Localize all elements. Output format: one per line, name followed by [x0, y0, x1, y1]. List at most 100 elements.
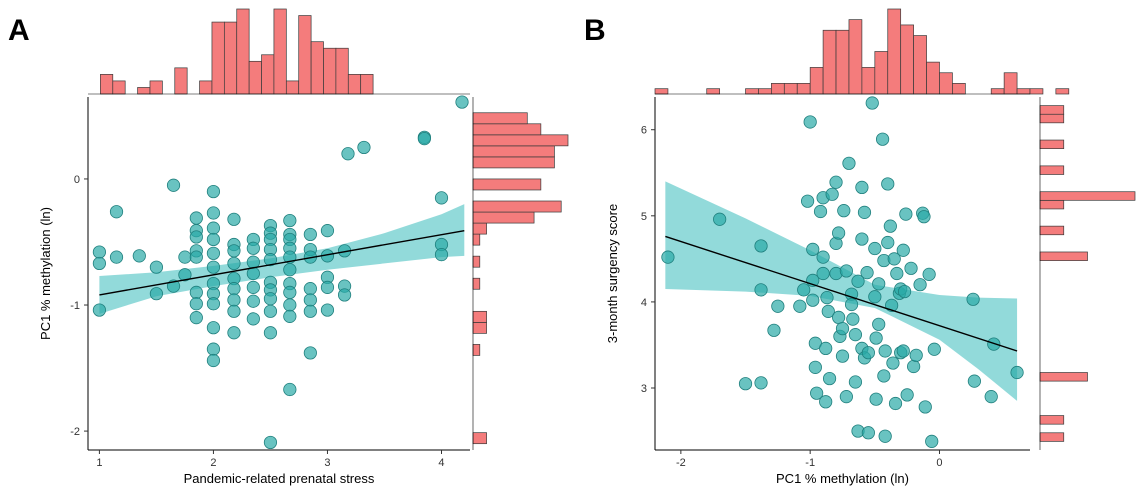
- top-histogram-bar: [223, 21, 238, 95]
- data-point: [149, 260, 164, 274]
- top-histogram-bar: [1055, 88, 1070, 95]
- data-point: [246, 241, 260, 255]
- data-point: [189, 250, 203, 264]
- top-histogram-bar: [861, 67, 876, 95]
- data-point: [857, 205, 872, 219]
- data-point: [925, 434, 939, 448]
- top-histogram-bar: [900, 24, 914, 95]
- data-point: [835, 349, 850, 363]
- right-histogram-bar: [472, 310, 487, 323]
- y-tick-label: 4: [641, 297, 647, 309]
- right-histogram-bar: [472, 112, 528, 125]
- data-point: [803, 115, 817, 129]
- right-histogram-bar: [472, 178, 542, 191]
- x-tick-label: 4: [438, 457, 444, 469]
- right-histogram-bar: [1039, 251, 1088, 261]
- data-point: [868, 241, 882, 256]
- top-histogram-bar: [809, 67, 824, 95]
- top-histogram-bar: [112, 80, 126, 95]
- data-point: [899, 207, 913, 221]
- top-histogram-bar: [654, 88, 669, 95]
- data-point: [206, 246, 221, 260]
- y-tick-label: 0: [74, 174, 80, 186]
- top-histogram-bar: [874, 51, 889, 95]
- right-histogram-bar: [1039, 372, 1088, 382]
- top-histogram-bar: [1003, 72, 1018, 95]
- data-point: [865, 96, 879, 110]
- x-axis-title: Pandemic-related prenatal stress: [184, 471, 375, 486]
- data-point: [839, 390, 853, 404]
- data-point: [897, 284, 912, 299]
- data-point: [206, 353, 221, 368]
- data-point: [303, 346, 317, 360]
- data-point: [890, 266, 904, 281]
- data-point: [767, 323, 781, 337]
- data-point: [816, 250, 830, 264]
- data-point: [92, 245, 107, 259]
- data-point: [835, 322, 850, 336]
- right-histogram-bar: [472, 322, 487, 334]
- data-point: [869, 392, 883, 406]
- data-point: [806, 242, 820, 256]
- right-histogram-bar: [472, 432, 487, 445]
- data-point: [263, 304, 278, 318]
- top-histogram-bar: [835, 29, 850, 95]
- right-histogram-bar: [472, 211, 535, 224]
- data-point: [872, 317, 886, 331]
- data-point: [227, 256, 241, 271]
- data-point: [713, 212, 727, 226]
- data-point: [132, 249, 146, 263]
- right-histogram-bar: [472, 277, 481, 290]
- data-point: [846, 312, 860, 326]
- top-histogram-bar: [887, 8, 902, 95]
- data-point: [881, 235, 895, 250]
- data-point: [227, 293, 241, 307]
- top-histogram-bar: [323, 47, 337, 95]
- x-tick-label: 2: [210, 457, 216, 469]
- data-point: [825, 187, 839, 201]
- data-point: [917, 210, 931, 224]
- data-point: [848, 328, 863, 342]
- data-point: [927, 342, 941, 356]
- regression-line: [665, 235, 1018, 352]
- panel-a: 1 2 3 4 -2 -1 0 Pandemic-related prenatal stres…: [38, 8, 569, 486]
- data-point: [839, 264, 853, 278]
- right-histogram-bar: [472, 255, 481, 268]
- y-tick-label: -2: [70, 426, 80, 438]
- right-histogram-bar: [472, 222, 487, 235]
- data-point: [227, 282, 241, 296]
- data-point: [922, 267, 936, 281]
- data-point: [263, 326, 278, 340]
- data-point: [206, 342, 221, 356]
- y-tick-label: 6: [641, 125, 647, 137]
- data-point: [909, 348, 923, 362]
- data-point: [92, 256, 107, 271]
- top-histogram-bar: [360, 74, 374, 95]
- data-point: [877, 369, 891, 383]
- top-histogram-bar: [149, 80, 163, 95]
- top-histogram-bar: [211, 21, 225, 95]
- data-point: [771, 299, 785, 313]
- top-histogram-bar: [758, 88, 772, 95]
- data-point: [819, 341, 833, 356]
- top-histogram-bar: [1029, 88, 1044, 95]
- data-point: [797, 283, 811, 297]
- data-point: [661, 250, 675, 264]
- confidence-ribbon: [665, 181, 1018, 401]
- data-point: [206, 221, 221, 235]
- y-tick-label: 5: [641, 211, 647, 223]
- data-point: [869, 331, 883, 345]
- top-histogram-bar: [939, 72, 953, 95]
- top-histogram-bar: [347, 74, 362, 95]
- top-histogram-bar: [1016, 88, 1031, 95]
- top-histogram-bar: [199, 80, 213, 95]
- data-point: [904, 261, 918, 275]
- top-histogram-bar: [174, 67, 188, 95]
- data-point: [320, 303, 335, 317]
- data-point: [887, 252, 901, 266]
- data-point: [754, 376, 768, 390]
- data-point: [848, 375, 863, 389]
- data-point: [263, 292, 278, 306]
- data-point: [861, 346, 875, 360]
- data-point: [918, 400, 932, 414]
